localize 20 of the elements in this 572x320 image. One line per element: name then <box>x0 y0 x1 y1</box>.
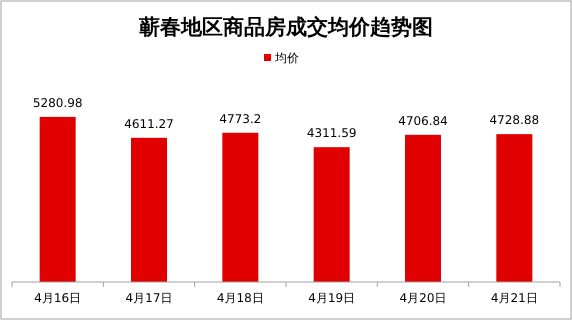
chart-title: 蕲春地区商品房成交均价趋势图 <box>138 15 433 39</box>
bar <box>405 134 441 282</box>
data-label: 4611.27 <box>124 116 174 131</box>
data-label: 4728.88 <box>490 113 540 128</box>
bar <box>222 132 258 282</box>
x-tick-label: 4月19日 <box>308 291 356 305</box>
x-tick-label: 4月21日 <box>490 291 538 305</box>
data-label: 4706.84 <box>398 114 448 128</box>
data-label: 4311.59 <box>306 126 356 140</box>
bar <box>496 134 532 282</box>
bar <box>314 147 350 282</box>
bar <box>131 138 167 282</box>
bar <box>40 116 76 282</box>
x-tick-label: 4月20日 <box>400 291 446 305</box>
legend-label: 均价 <box>274 51 299 65</box>
x-tick-label: 4月16日 <box>34 291 82 305</box>
data-label: 5280.98 <box>32 96 82 110</box>
x-tick-label: 4月18日 <box>216 291 264 305</box>
x-tick-label: 4月17日 <box>126 291 172 305</box>
data-label: 4773.2 <box>219 112 262 126</box>
